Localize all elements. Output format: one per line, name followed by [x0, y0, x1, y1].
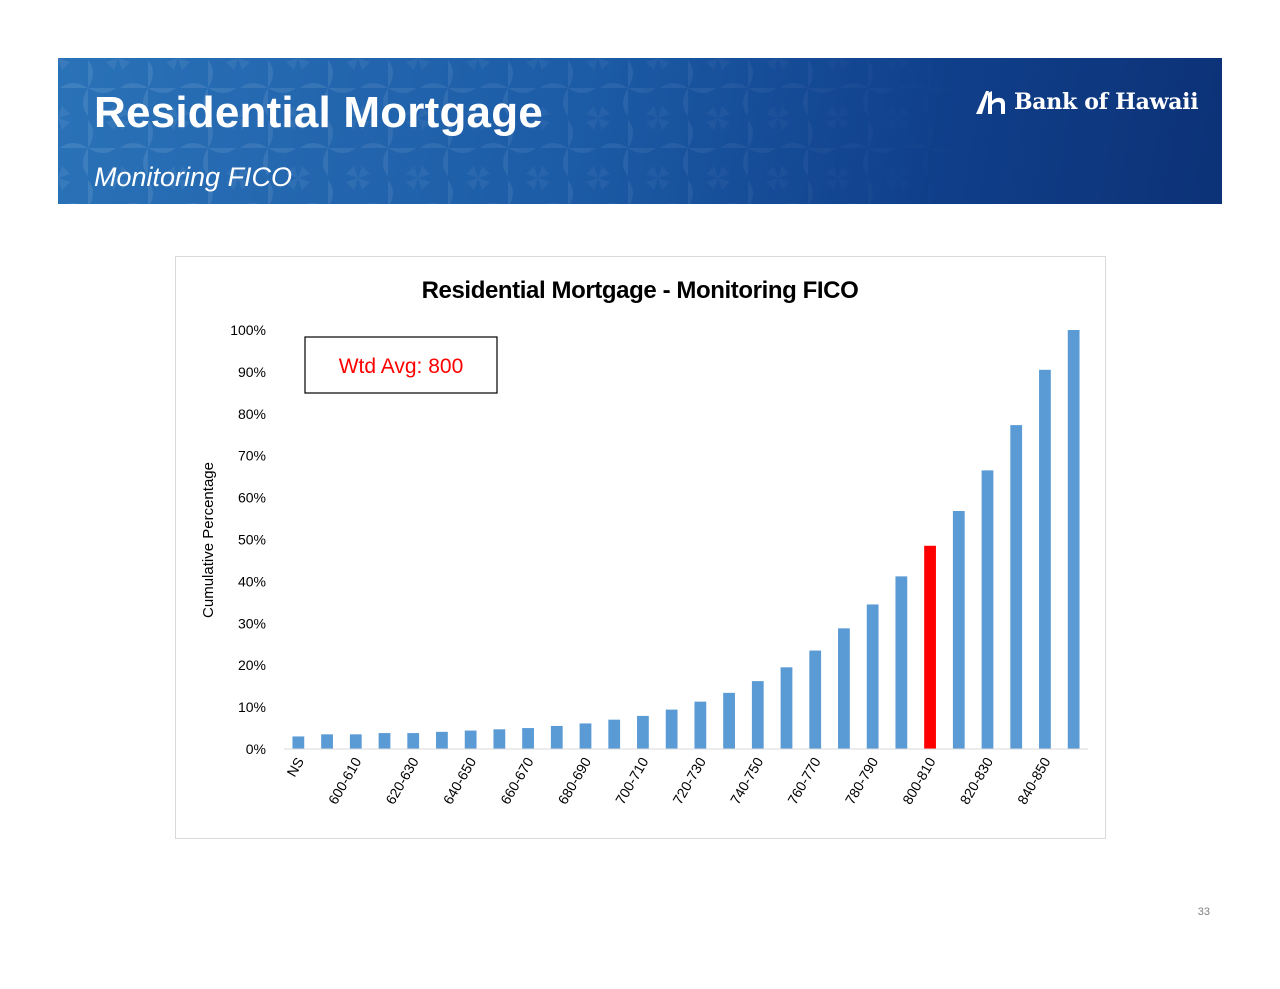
y-tick-label: 0% — [246, 741, 266, 757]
y-tick-label: 50% — [238, 532, 266, 548]
x-tick-label: 680-690 — [555, 754, 595, 807]
bar — [1010, 425, 1023, 749]
y-axis-label: Cumulative Percentage — [200, 462, 217, 618]
x-tick-label: 720-730 — [669, 754, 709, 807]
bar — [723, 692, 735, 749]
slide-header-banner: Residential Mortgage Monitoring FICO Ban… — [58, 58, 1222, 204]
x-tick-label: 760-770 — [784, 754, 824, 807]
x-tick-label: 800-810 — [899, 754, 939, 807]
bar — [665, 709, 678, 749]
y-tick-label: 60% — [238, 490, 266, 506]
bar — [866, 604, 879, 749]
bar — [637, 715, 649, 749]
x-tick-label: 740-750 — [727, 754, 767, 807]
x-tick-label: 600-610 — [325, 754, 365, 807]
x-tick-label: 660-670 — [497, 754, 537, 807]
x-tick-label: NS — [283, 755, 307, 780]
bar — [493, 729, 506, 749]
bar — [694, 701, 707, 749]
y-tick-label: 100% — [230, 322, 266, 338]
y-tick-label: 30% — [238, 615, 266, 631]
bank-of-hawaii-logo-icon — [976, 91, 1005, 114]
bar — [436, 731, 448, 749]
x-tick-label: 820-830 — [957, 754, 997, 807]
slide-title: Residential Mortgage — [94, 88, 543, 137]
x-tick-label: 700-710 — [612, 754, 652, 807]
bar — [321, 734, 333, 749]
bar — [378, 733, 391, 749]
y-tick-label: 40% — [238, 573, 266, 589]
bar — [952, 511, 965, 749]
slide-subtitle: Monitoring FICO — [94, 162, 293, 192]
y-tick-label: 70% — [238, 448, 266, 464]
bar — [579, 723, 592, 749]
x-tick-label: 780-790 — [842, 754, 882, 807]
bar — [522, 728, 534, 749]
x-tick-label: 640-650 — [440, 754, 480, 807]
bank-logo-text: Bank of Hawaii — [1014, 89, 1199, 115]
bar — [608, 719, 621, 749]
chart-container: Residential Mortgage - Monitoring FICO 0… — [175, 256, 1106, 839]
y-tick-label: 80% — [238, 406, 266, 422]
bar — [550, 725, 563, 749]
bar — [809, 650, 822, 749]
wtd-avg-annotation-box — [304, 336, 498, 394]
bar — [780, 667, 793, 749]
bar — [407, 733, 420, 749]
wtd-avg-annotation: Wtd Avg: 800 — [339, 355, 464, 378]
bar — [292, 736, 305, 749]
x-axis-tick-labels: NS 600-610 620-630 640-650 660-670 680-690 700… — [283, 754, 1053, 807]
bar — [1067, 330, 1080, 749]
x-tick-label: 840-850 — [1014, 754, 1054, 807]
bar — [981, 470, 994, 749]
banner-pattern — [58, 58, 1222, 204]
bar — [349, 734, 362, 749]
bar — [838, 628, 850, 749]
page-number: 33 — [1197, 906, 1210, 918]
bank-logo: Bank of Hawaii — [974, 84, 1199, 120]
fico-bar-chart: Residential Mortgage - Monitoring FICO 0… — [200, 277, 1088, 807]
x-tick-label: 620-630 — [382, 754, 422, 807]
bar — [895, 576, 908, 749]
chart-title: Residential Mortgage - Monitoring FICO — [422, 277, 859, 304]
bar-series — [292, 330, 1080, 749]
y-axis: 0% 10% 20% 30% 40% 50% 60% 70% 80% 90% 100% — [230, 322, 266, 757]
y-tick-label: 20% — [238, 657, 266, 673]
bar — [464, 730, 477, 749]
y-tick-label: 10% — [238, 699, 266, 715]
bar — [1039, 369, 1051, 749]
bar — [751, 681, 764, 749]
bar-highlighted — [924, 545, 936, 749]
y-tick-label: 90% — [238, 364, 266, 380]
